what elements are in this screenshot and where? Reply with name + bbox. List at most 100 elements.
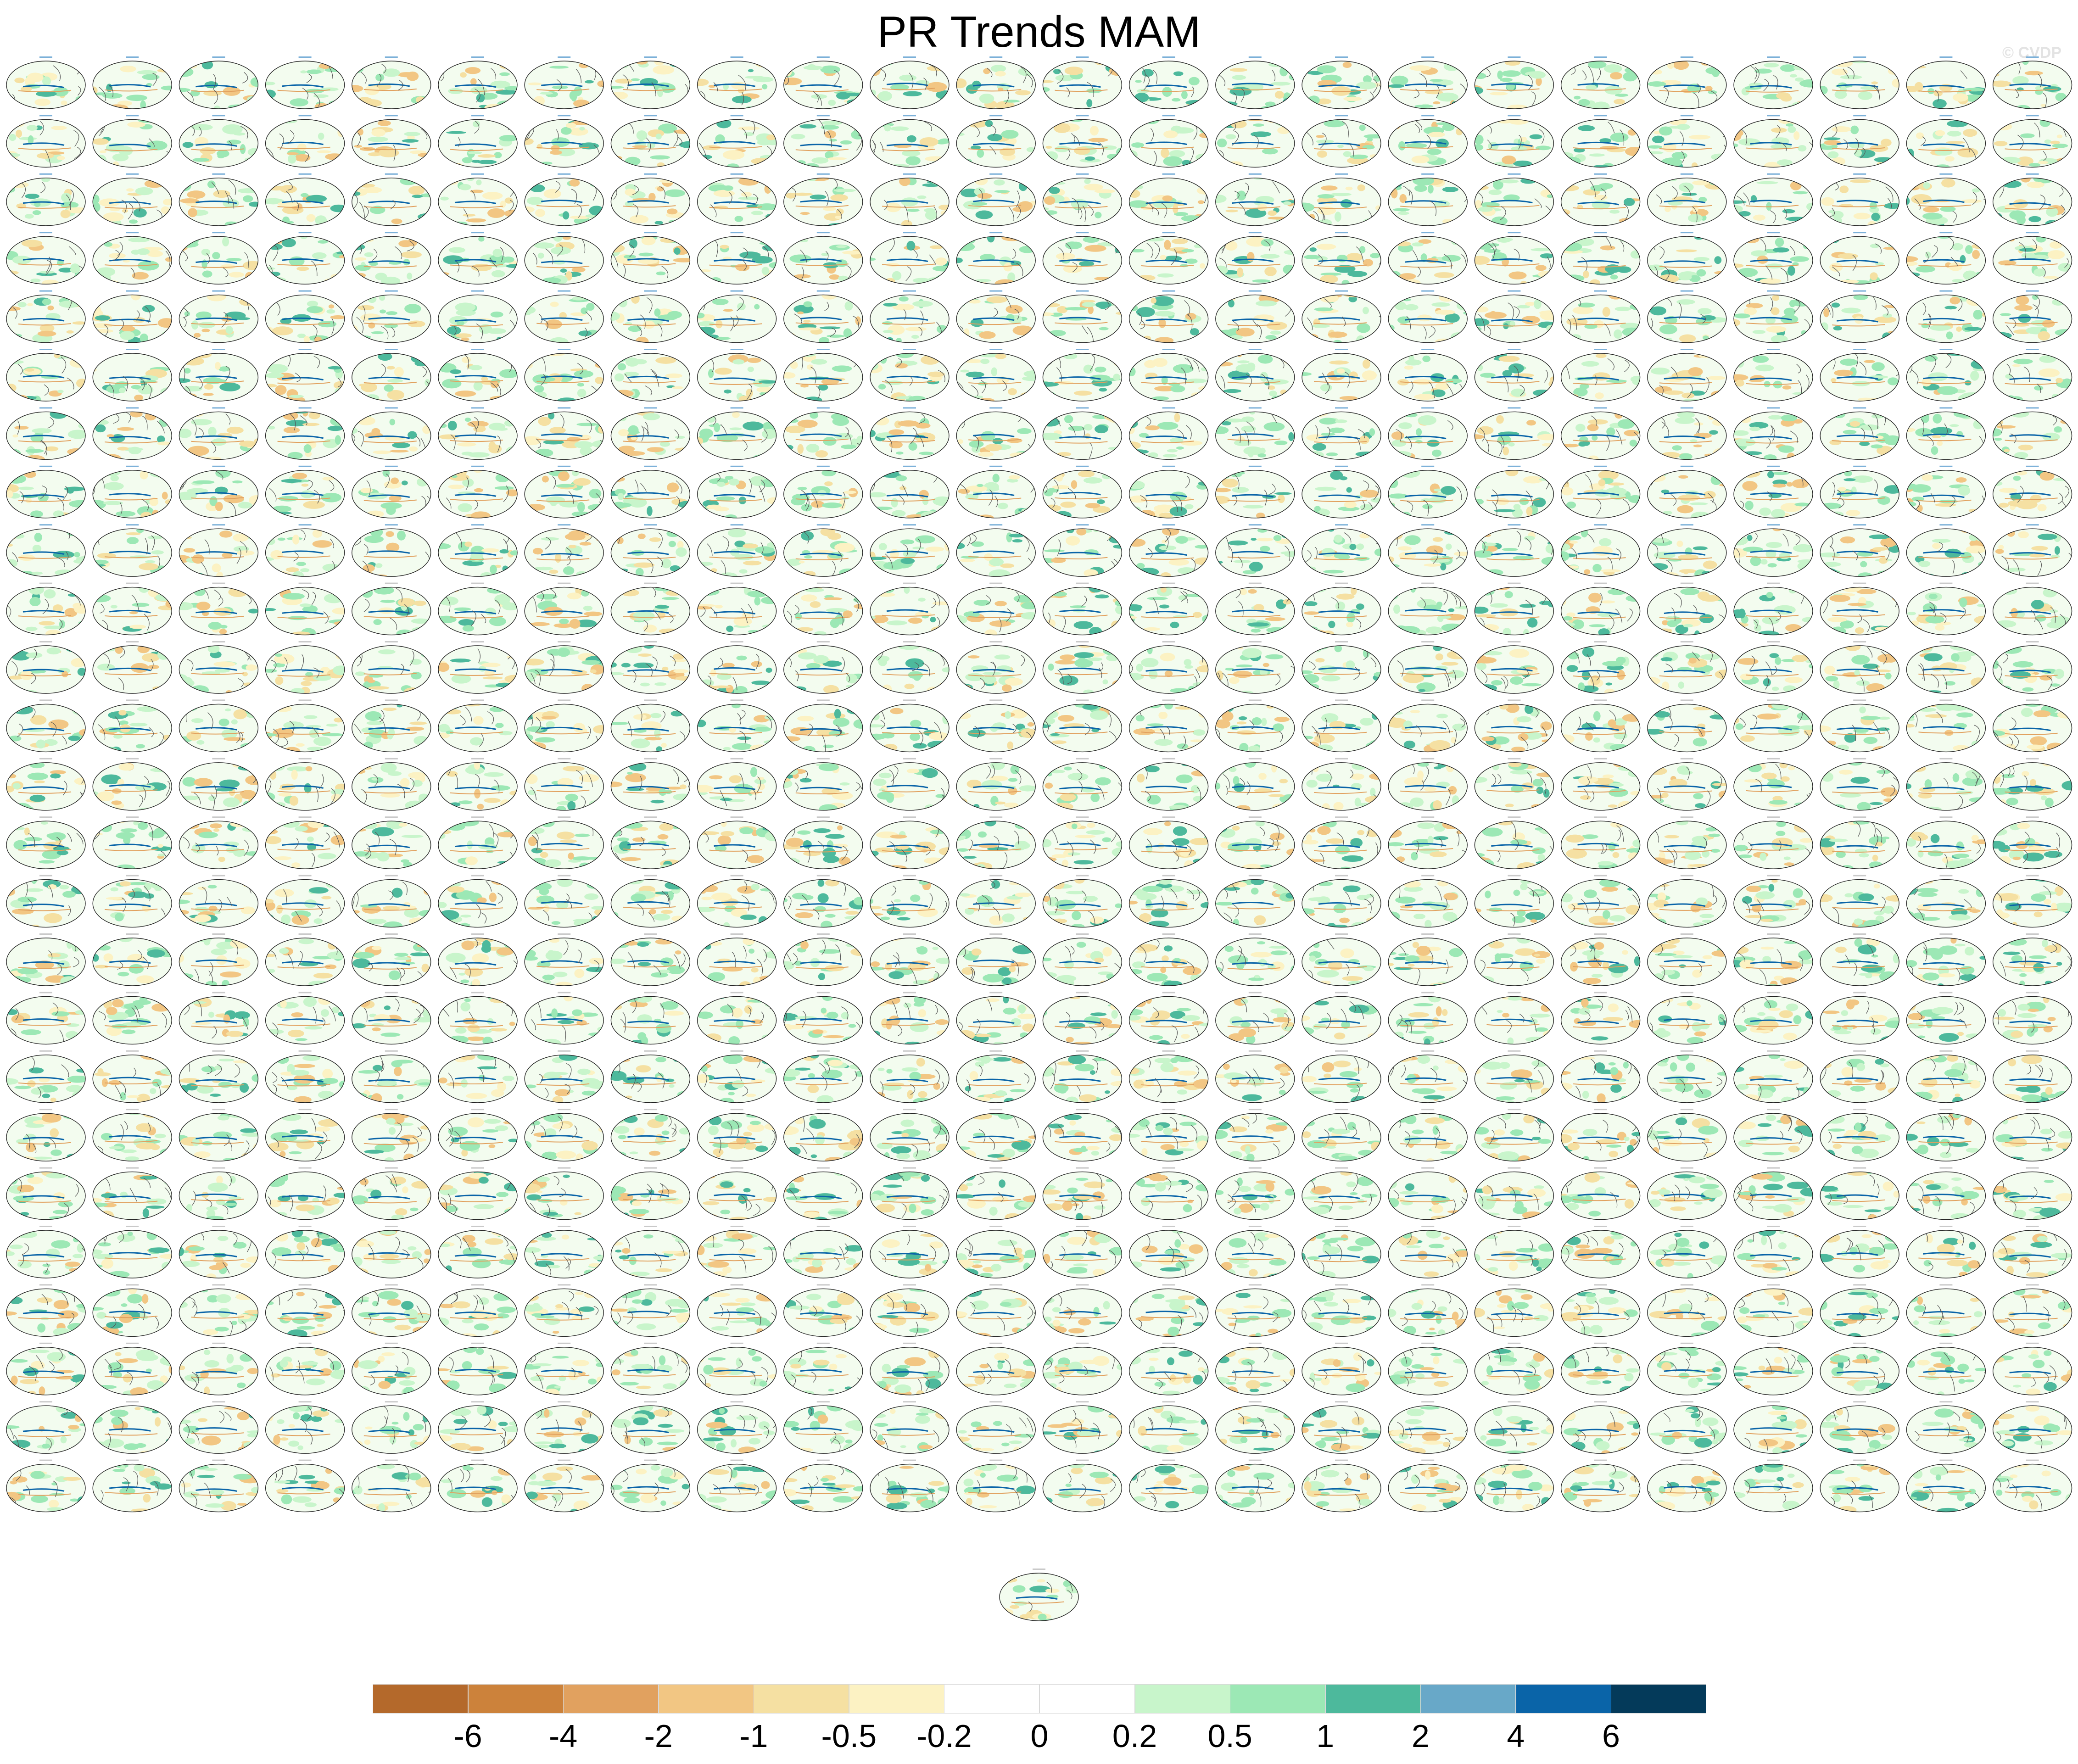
map-precip-patch <box>1349 371 1358 380</box>
map-precip-patch <box>577 383 585 387</box>
map-precip-patch <box>1689 502 1708 505</box>
map-tropical-band <box>1145 84 1187 88</box>
map-precip-patch <box>506 264 517 268</box>
map-precip-patch <box>142 305 155 313</box>
map-precip-patch <box>525 306 536 315</box>
map-precip-patch <box>1676 124 1690 130</box>
map-precip-patch <box>179 218 196 226</box>
map-panel-header-mark <box>1939 173 1953 175</box>
map-precip-patch <box>611 91 628 100</box>
figure-title: PR Trends MAM <box>877 7 1201 56</box>
map-precip-patch <box>1994 437 2002 441</box>
map-panel <box>1302 290 1381 343</box>
map-precip-patch <box>418 213 431 220</box>
map-precip-patch <box>1053 123 1071 134</box>
map-panel-header-mark <box>1853 407 1866 409</box>
map-tropical-band <box>1750 85 1792 89</box>
map-precip-patch <box>1270 330 1281 335</box>
map-precip-patch <box>1436 92 1458 102</box>
map-coastline <box>909 73 914 89</box>
map-precip-patch <box>126 188 134 192</box>
map-precip-patch <box>446 162 463 167</box>
map-panel-header-mark <box>989 232 1003 234</box>
map-panel-header-mark <box>1508 173 1521 175</box>
map-precip-patch <box>1488 190 1502 195</box>
map-precip-patch <box>738 196 760 200</box>
map-precip-patch <box>543 189 561 199</box>
map-precip-patch <box>891 498 898 508</box>
map-precip-patch <box>160 387 172 396</box>
map-precip-patch <box>883 330 894 333</box>
map-panel-header-mark <box>816 465 830 467</box>
map-precip-patch <box>784 332 796 341</box>
map-precip-patch <box>2050 140 2061 145</box>
map-precip-patch <box>265 119 276 127</box>
map-precip-patch <box>1853 212 1871 220</box>
map-coastline <box>929 64 937 77</box>
map-precip-patch <box>667 482 679 493</box>
map-tropical-band <box>1232 83 1274 87</box>
map-precip-patch <box>1850 125 1859 134</box>
map-precip-patch <box>1793 191 1808 195</box>
map-precip-patch <box>1264 119 1279 122</box>
map-precip-patch <box>1600 245 1615 251</box>
map-precip-patch <box>2052 298 2065 306</box>
map-precip-patch <box>2054 426 2062 432</box>
map-precip-patch <box>179 236 194 244</box>
map-precip-patch <box>1005 305 1023 314</box>
map-precip-patch <box>832 365 852 372</box>
map-precip-patch <box>352 191 361 196</box>
map-coastline <box>491 68 497 79</box>
map-tropical-band <box>1577 83 1619 87</box>
map-tropical-band <box>1227 88 1280 90</box>
map-precip-patch <box>883 302 898 307</box>
map-precip-patch <box>336 251 345 255</box>
map-panel <box>1302 349 1381 402</box>
map-precip-patch <box>738 396 752 401</box>
map-precip-patch <box>412 195 423 198</box>
map-precip-patch <box>322 477 334 481</box>
map-coastline <box>651 82 656 96</box>
map-precip-patch <box>823 207 836 211</box>
map-precip-patch <box>128 219 138 224</box>
map-precip-patch <box>102 397 117 401</box>
map-precip-patch <box>36 153 54 159</box>
map-precip-patch <box>27 125 38 131</box>
map-precip-patch <box>1043 504 1061 512</box>
map-precip-patch <box>106 104 128 109</box>
map-precip-patch <box>1764 454 1777 460</box>
map-precip-patch <box>638 252 654 257</box>
map-panel <box>1302 56 1381 109</box>
map-precip-patch <box>1535 265 1547 271</box>
map-precip-patch <box>364 252 374 257</box>
map-precip-patch <box>1929 324 1951 331</box>
map-precip-patch <box>1647 145 1663 149</box>
map-panel-header-mark <box>1162 465 1175 467</box>
map-precip-patch <box>150 104 172 109</box>
map-precip-patch <box>655 357 676 364</box>
map-panel <box>1388 56 1468 109</box>
map-precip-patch <box>1363 75 1372 84</box>
map-precip-patch <box>899 74 917 81</box>
map-precip-patch <box>1786 482 1793 487</box>
map-precip-patch <box>937 119 948 125</box>
map-precip-patch <box>731 82 747 89</box>
map-precip-patch <box>899 296 909 302</box>
map-panel <box>956 349 1036 402</box>
map-precip-patch <box>1759 508 1771 516</box>
map-precip-patch <box>1753 214 1765 221</box>
map-coastline <box>1898 268 1899 284</box>
map-precip-patch <box>1475 185 1489 190</box>
map-panel <box>697 56 777 109</box>
map-coastline <box>98 86 106 101</box>
map-precip-patch <box>1688 134 1711 140</box>
map-precip-patch <box>1248 450 1254 458</box>
map-precip-patch <box>545 496 565 504</box>
map-panel <box>1388 349 1468 402</box>
map-precip-patch <box>919 490 929 499</box>
map-precip-patch <box>1630 330 1640 340</box>
map-precip-patch <box>1269 391 1277 396</box>
map-panel-outline <box>352 61 431 109</box>
map-tropical-band <box>886 83 928 86</box>
map-precip-patch <box>631 437 637 440</box>
